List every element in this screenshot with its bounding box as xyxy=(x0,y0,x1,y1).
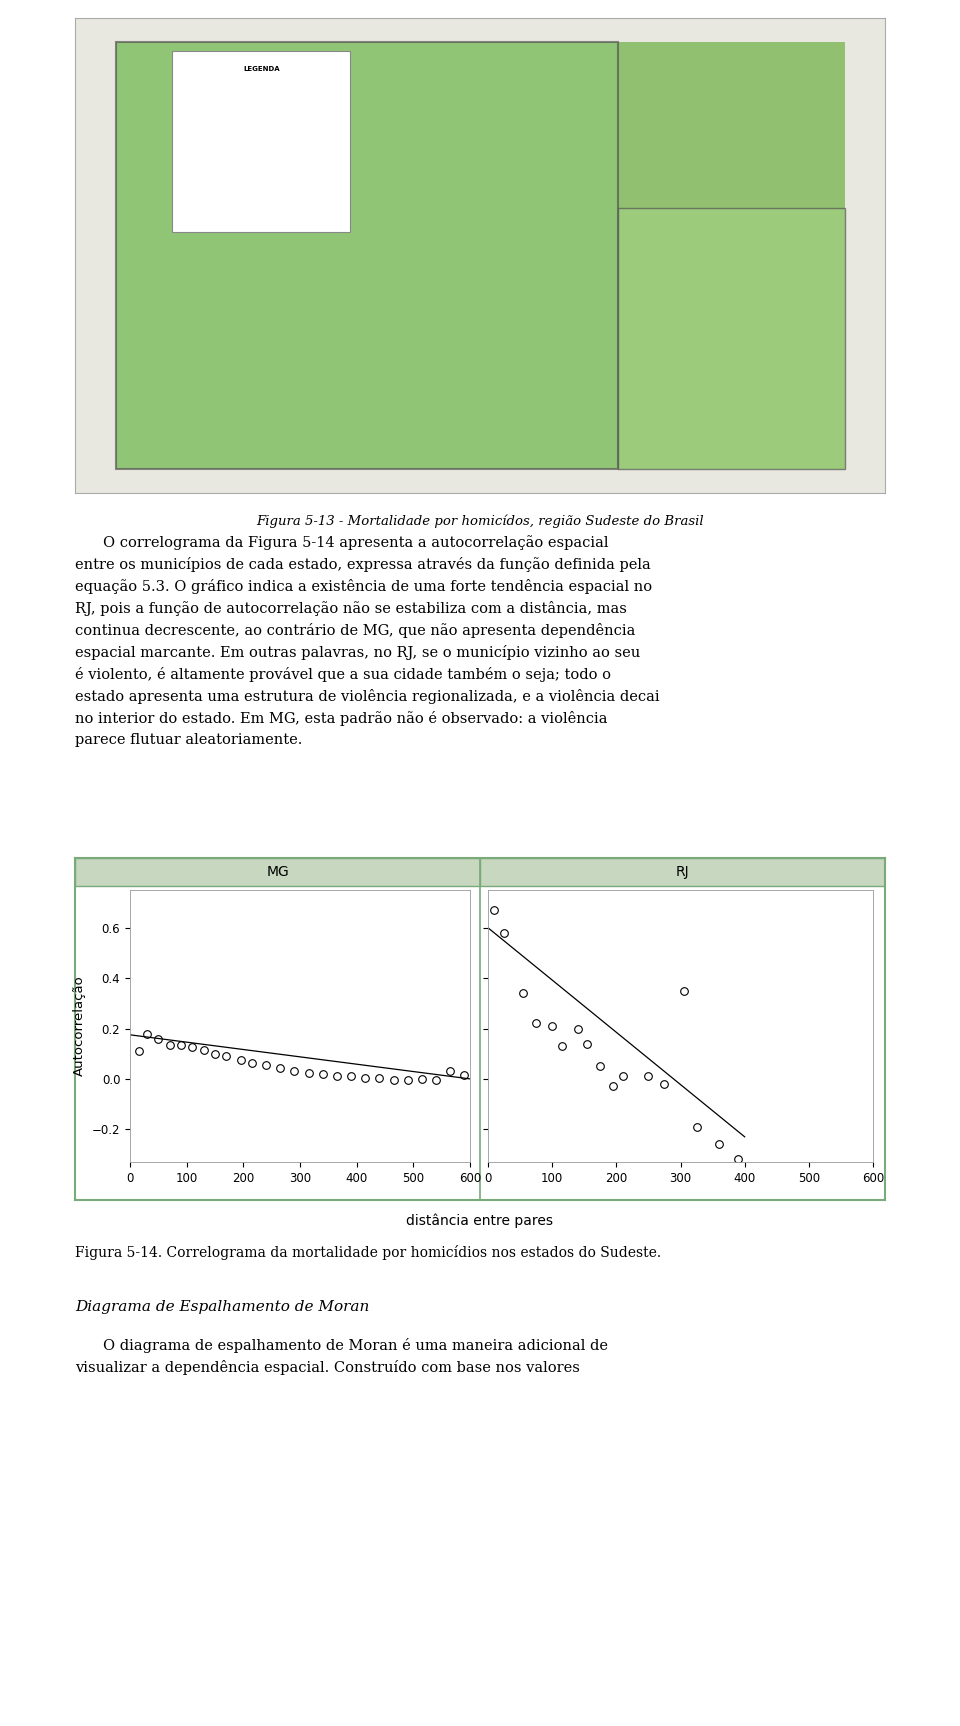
Bar xyxy=(480,858,885,885)
Text: RJ: RJ xyxy=(676,865,689,879)
Text: Figura 5-13 - Mortalidade por homicídos, região Sudeste do Brasil: Figura 5-13 - Mortalidade por homicídos,… xyxy=(256,514,704,528)
Bar xyxy=(115,41,617,469)
Text: no interior do estado. Em MG, esta padrão não é observado: a violência: no interior do estado. Em MG, esta padrã… xyxy=(75,711,608,727)
Text: RJ, pois a função de autocorrelação não se estabiliza com a distância, mas: RJ, pois a função de autocorrelação não … xyxy=(75,601,627,616)
Text: é violento, é altamente provável que a sua cidade também o seja; todo o: é violento, é altamente provável que a s… xyxy=(75,666,611,682)
Text: LEGENDA: LEGENDA xyxy=(243,66,279,71)
Y-axis label: Autocorrelação: Autocorrelação xyxy=(73,975,86,1077)
Bar xyxy=(75,858,480,885)
Text: entre os municípios de cada estado, expressa através da função definida pela: entre os municípios de cada estado, expr… xyxy=(75,557,651,571)
Text: Diagrama de Espalhamento de Moran: Diagrama de Espalhamento de Moran xyxy=(75,1300,370,1313)
Text: estado apresenta uma estrutura de violência regionalizada, e a violência decai: estado apresenta uma estrutura de violên… xyxy=(75,689,660,704)
Text: MG: MG xyxy=(266,865,289,879)
Text: Figura 5-14. Correlograma da mortalidade por homicídios nos estados do Sudeste.: Figura 5-14. Correlograma da mortalidade… xyxy=(75,1244,661,1260)
Bar xyxy=(172,52,350,231)
Text: equação 5.3. O gráfico indica a existência de uma forte tendência espacial no: equação 5.3. O gráfico indica a existênc… xyxy=(75,578,652,594)
Text: espacial marcante. Em outras palavras, no RJ, se o município vizinho ao seu: espacial marcante. Em outras palavras, n… xyxy=(75,646,640,659)
Text: O diagrama de espalhamento de Moran é uma maneira adicional de: O diagrama de espalhamento de Moran é um… xyxy=(103,1338,608,1353)
Text: parece flutuar aleatoriamente.: parece flutuar aleatoriamente. xyxy=(75,734,302,747)
Text: visualizar a dependência espacial. Construído com base nos valores: visualizar a dependência espacial. Const… xyxy=(75,1360,580,1376)
Text: distância entre pares: distância entre pares xyxy=(406,1213,554,1229)
Text: continua decrescente, ao contrário de MG, que não apresenta dependência: continua decrescente, ao contrário de MG… xyxy=(75,623,636,639)
Text: O correlograma da Figura 5-14 apresenta a autocorrelação espacial: O correlograma da Figura 5-14 apresenta … xyxy=(103,535,609,551)
Bar xyxy=(617,209,845,469)
